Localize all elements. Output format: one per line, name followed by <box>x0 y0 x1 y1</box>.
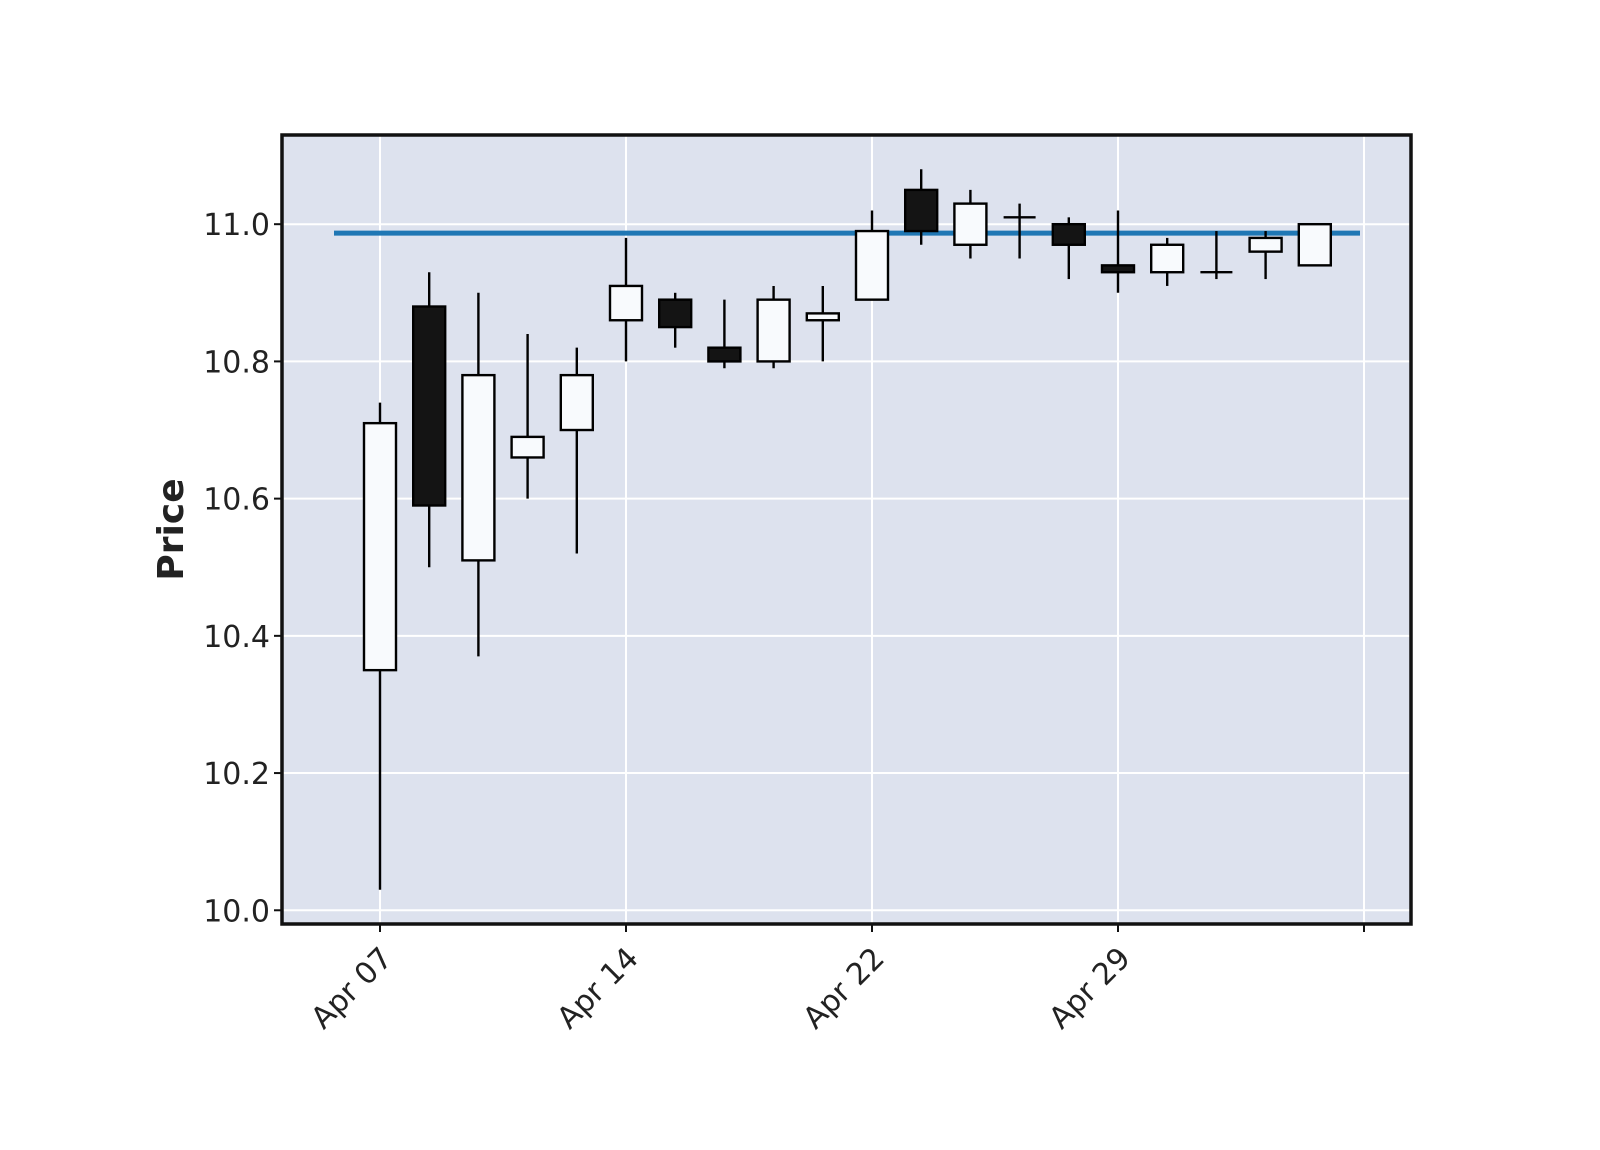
candle-body <box>1248 236 1283 253</box>
candle-body <box>362 421 398 672</box>
candle-body <box>658 298 693 329</box>
candle <box>1297 222 1333 267</box>
y-axis-label: Price <box>151 478 192 580</box>
y-tick-label: 10.4 <box>203 620 270 655</box>
candle <box>707 299 742 369</box>
candle <box>1100 210 1136 293</box>
y-tick-label: 10.8 <box>203 345 270 380</box>
x-axis-ticks: Apr 07 Apr 14 Apr 22 Apr 29 <box>304 924 1365 1036</box>
candle-body <box>904 188 939 233</box>
candle-body <box>510 435 545 459</box>
candle-body <box>1149 243 1185 274</box>
candle <box>1200 231 1233 280</box>
x-tick-label: Apr 14 <box>550 941 645 1036</box>
candle <box>412 272 447 568</box>
candle-body <box>1297 222 1333 267</box>
x-tick-label: Apr 22 <box>796 941 891 1036</box>
candle-body <box>953 202 988 246</box>
candle <box>1051 217 1087 280</box>
candle-body <box>1100 264 1136 274</box>
candle <box>953 189 988 259</box>
candle-body <box>854 229 890 301</box>
candle <box>1003 203 1036 259</box>
candle-body <box>707 346 742 363</box>
candle <box>461 292 496 657</box>
y-tick-label: 10.0 <box>203 894 270 929</box>
plot-background <box>282 135 1411 924</box>
candle-body <box>756 298 791 363</box>
candle <box>608 237 644 362</box>
candle <box>805 285 840 362</box>
candle <box>1149 237 1185 286</box>
candle <box>854 210 890 301</box>
y-tick-label: 10.2 <box>203 757 270 792</box>
candle-body <box>461 373 496 562</box>
candle-body <box>608 284 644 322</box>
candle-body <box>559 373 594 432</box>
candle-body <box>1051 222 1087 246</box>
candle <box>1248 231 1283 280</box>
y-axis-ticks: 10.0 10.2 10.4 10.6 10.8 11.0 <box>203 208 282 929</box>
x-tick-label: Apr 29 <box>1042 941 1137 1036</box>
y-tick-label: 11.0 <box>203 208 270 243</box>
x-tick-label: Apr 07 <box>304 941 399 1036</box>
plot-frame <box>280 133 1413 926</box>
candle <box>904 169 939 245</box>
candle <box>658 292 693 348</box>
y-tick-label: 10.6 <box>203 483 270 518</box>
candles <box>362 169 1333 890</box>
candle <box>756 285 791 369</box>
candle <box>559 347 594 554</box>
candle <box>362 402 398 890</box>
candle <box>510 333 545 499</box>
candle-body <box>805 312 840 322</box>
candle-body <box>412 305 447 507</box>
